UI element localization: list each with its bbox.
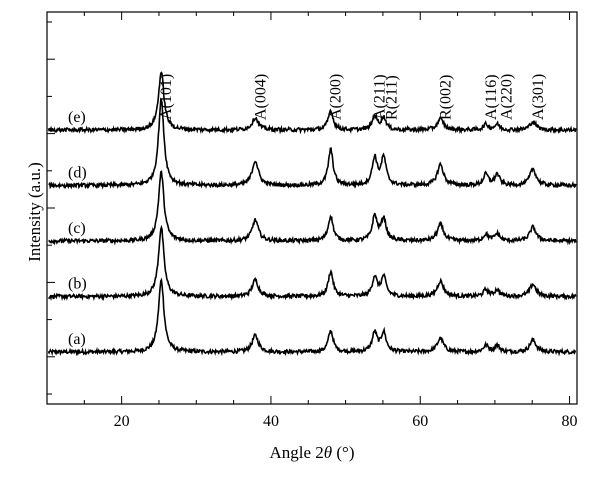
- x-axis-title: Angle 2θ (°): [269, 443, 354, 462]
- peak-annotation: A(004): [252, 74, 269, 120]
- y-axis-title: Intensity (a.u.): [25, 162, 44, 262]
- series-label: (d): [68, 165, 87, 182]
- peak-annotation: A(101): [158, 74, 175, 120]
- series-line-3: [48, 170, 577, 246]
- series-line-2: [47, 224, 577, 302]
- series-labels-group: (a) (b) (c) (d) (e): [68, 109, 87, 348]
- peak-annotation: R(002): [437, 75, 454, 120]
- y-axis-ticks: [47, 21, 55, 395]
- series-group: [47, 71, 577, 357]
- peak-annotation: A(200): [328, 74, 345, 120]
- peak-annotation: R(211): [384, 75, 401, 120]
- series-label: (e): [68, 109, 86, 126]
- series-line-4: [48, 97, 577, 190]
- x-tick-label: 40: [263, 413, 279, 430]
- x-axis-ticks: 20 40 60 80: [46, 12, 578, 430]
- peak-annotation: A(116): [483, 74, 500, 120]
- series-label: (c): [68, 220, 86, 237]
- peak-annotation: A(220): [499, 74, 516, 120]
- peak-annotations-group: A(101) A(004) A(200) A(211)R(211) R(002) A(11…: [158, 74, 547, 120]
- peak-annotation: A(211): [372, 74, 389, 120]
- x-tick-label: 80: [562, 413, 578, 430]
- series-line-1: [47, 277, 577, 357]
- x-tick-label: 20: [114, 413, 130, 430]
- series-label: (a): [68, 331, 86, 348]
- peak-annotation: A(301): [530, 74, 547, 120]
- series-line-5: [47, 71, 577, 135]
- series-label: (b): [68, 276, 87, 293]
- x-tick-label: 60: [412, 413, 428, 430]
